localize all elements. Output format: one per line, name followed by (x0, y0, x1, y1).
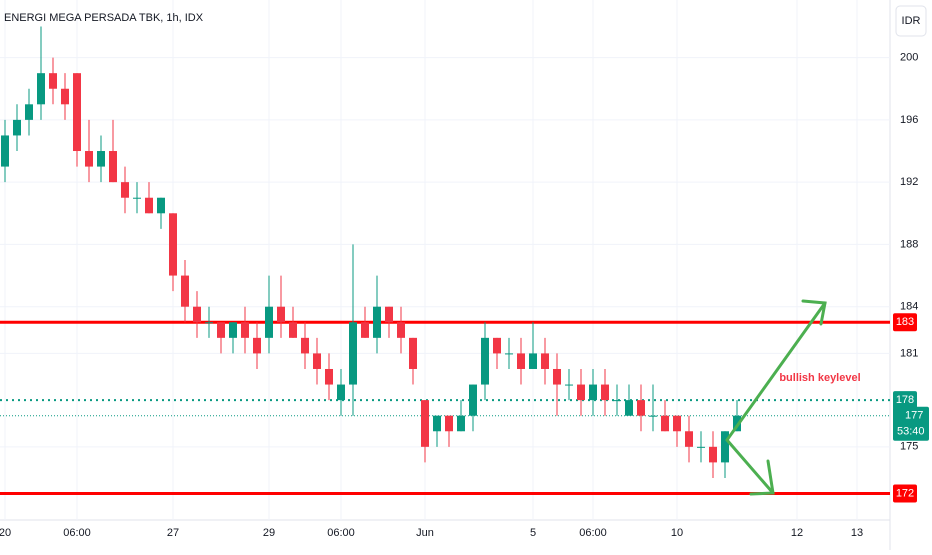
candle-body (685, 431, 693, 447)
x-tick-label: 10 (671, 527, 683, 539)
arrow-up-head (801, 299, 827, 326)
currency: IDR (902, 15, 921, 27)
candle-body (385, 306, 393, 323)
level-tag-label: 183 (896, 316, 914, 328)
candle-body (613, 400, 621, 402)
x-tick-label: 06:00 (579, 527, 607, 539)
candle-body (649, 415, 657, 417)
candle-body (193, 306, 201, 323)
candle-body (313, 353, 321, 369)
candle-body (577, 384, 585, 401)
last-price-tag (893, 406, 929, 441)
candle-body (505, 353, 513, 355)
arrow-down (725, 438, 775, 495)
candle-body (337, 384, 345, 401)
level-tag-label: 178 (896, 394, 914, 406)
candle-body (433, 415, 441, 432)
candle-body (169, 213, 177, 276)
x-tick-label: 06:00 (327, 527, 355, 539)
candle-body (541, 353, 549, 369)
last-price-label: 177 (905, 410, 923, 422)
candle-body (121, 182, 129, 198)
y-tick-label: 175 (900, 441, 918, 453)
x-tick-label: 20 (0, 527, 11, 539)
candle-body (493, 337, 501, 354)
candle-body (157, 197, 165, 214)
candle-body (25, 104, 33, 120)
x-tick-label: 13 (851, 527, 863, 539)
candle-body (661, 415, 669, 432)
candle-body (13, 119, 21, 136)
candle-body (565, 384, 573, 386)
candle-body (73, 73, 81, 152)
candle-body (133, 197, 141, 199)
y-tick-label: 188 (900, 238, 918, 250)
candle-body (85, 151, 93, 167)
candle-body (601, 384, 609, 401)
candle-body (553, 368, 561, 385)
candle-body (397, 322, 405, 338)
y-tick-label: 196 (900, 114, 918, 126)
candle-body (1, 135, 9, 167)
candle-body (589, 384, 597, 401)
candle-body (97, 151, 105, 167)
candle-body (361, 322, 369, 338)
candle-body (49, 73, 57, 89)
candle-body (229, 322, 237, 338)
y-tick-label: 184 (900, 301, 918, 313)
level-tag (893, 313, 917, 332)
candle-body (301, 337, 309, 354)
candle-body (373, 306, 381, 338)
level-tag (893, 484, 917, 503)
candle-body (265, 306, 273, 338)
candle-body (637, 400, 645, 416)
x-tick-label: Jun (416, 527, 434, 539)
candle-body (61, 88, 69, 105)
level-tag (893, 391, 917, 410)
candle-body (241, 322, 249, 338)
y-tick-label: 192 (900, 176, 918, 188)
candle-body (529, 353, 537, 369)
chart-title: ENERGI MEGA PERSADA TBK, 1h, IDX (4, 12, 204, 24)
level-tag-label: 172 (896, 487, 914, 499)
candle-body (409, 337, 417, 369)
y-tick-label: 181 (900, 347, 918, 359)
arrow-down-head (749, 459, 775, 496)
candle-body (673, 415, 681, 432)
candle-body (145, 197, 153, 214)
candle-body (181, 275, 189, 307)
candle-body (481, 337, 489, 385)
candle-body (349, 322, 357, 385)
x-tick-label: 27 (167, 527, 179, 539)
candle-body (721, 431, 729, 463)
candle-body (289, 322, 297, 338)
arrows (725, 299, 827, 496)
candle-body (325, 368, 333, 385)
candle-body (625, 400, 633, 416)
candle-body (469, 384, 477, 416)
candle-body (709, 446, 717, 463)
countdown-label: 53:40 (897, 426, 925, 438)
candle-body (517, 353, 525, 369)
candle-body (109, 151, 117, 183)
y-tick-label: 200 (900, 52, 918, 64)
arrow-up (725, 301, 827, 442)
candle-body (205, 322, 213, 324)
candle-body (421, 400, 429, 447)
currency-box[interactable] (895, 5, 927, 37)
candle-body (217, 322, 225, 338)
annotation: bullish keylevel (779, 372, 860, 384)
x-tick-label: 12 (791, 527, 803, 539)
candle-body (697, 446, 705, 448)
x-tick-label: 06:00 (63, 527, 91, 539)
candle-body (253, 337, 261, 354)
x-tick-label: 5 (530, 527, 536, 539)
candle-body (445, 415, 453, 432)
candle-body (277, 306, 285, 323)
candle-body (457, 415, 465, 432)
x-tick-label: 29 (263, 527, 275, 539)
candle-body (37, 73, 45, 105)
